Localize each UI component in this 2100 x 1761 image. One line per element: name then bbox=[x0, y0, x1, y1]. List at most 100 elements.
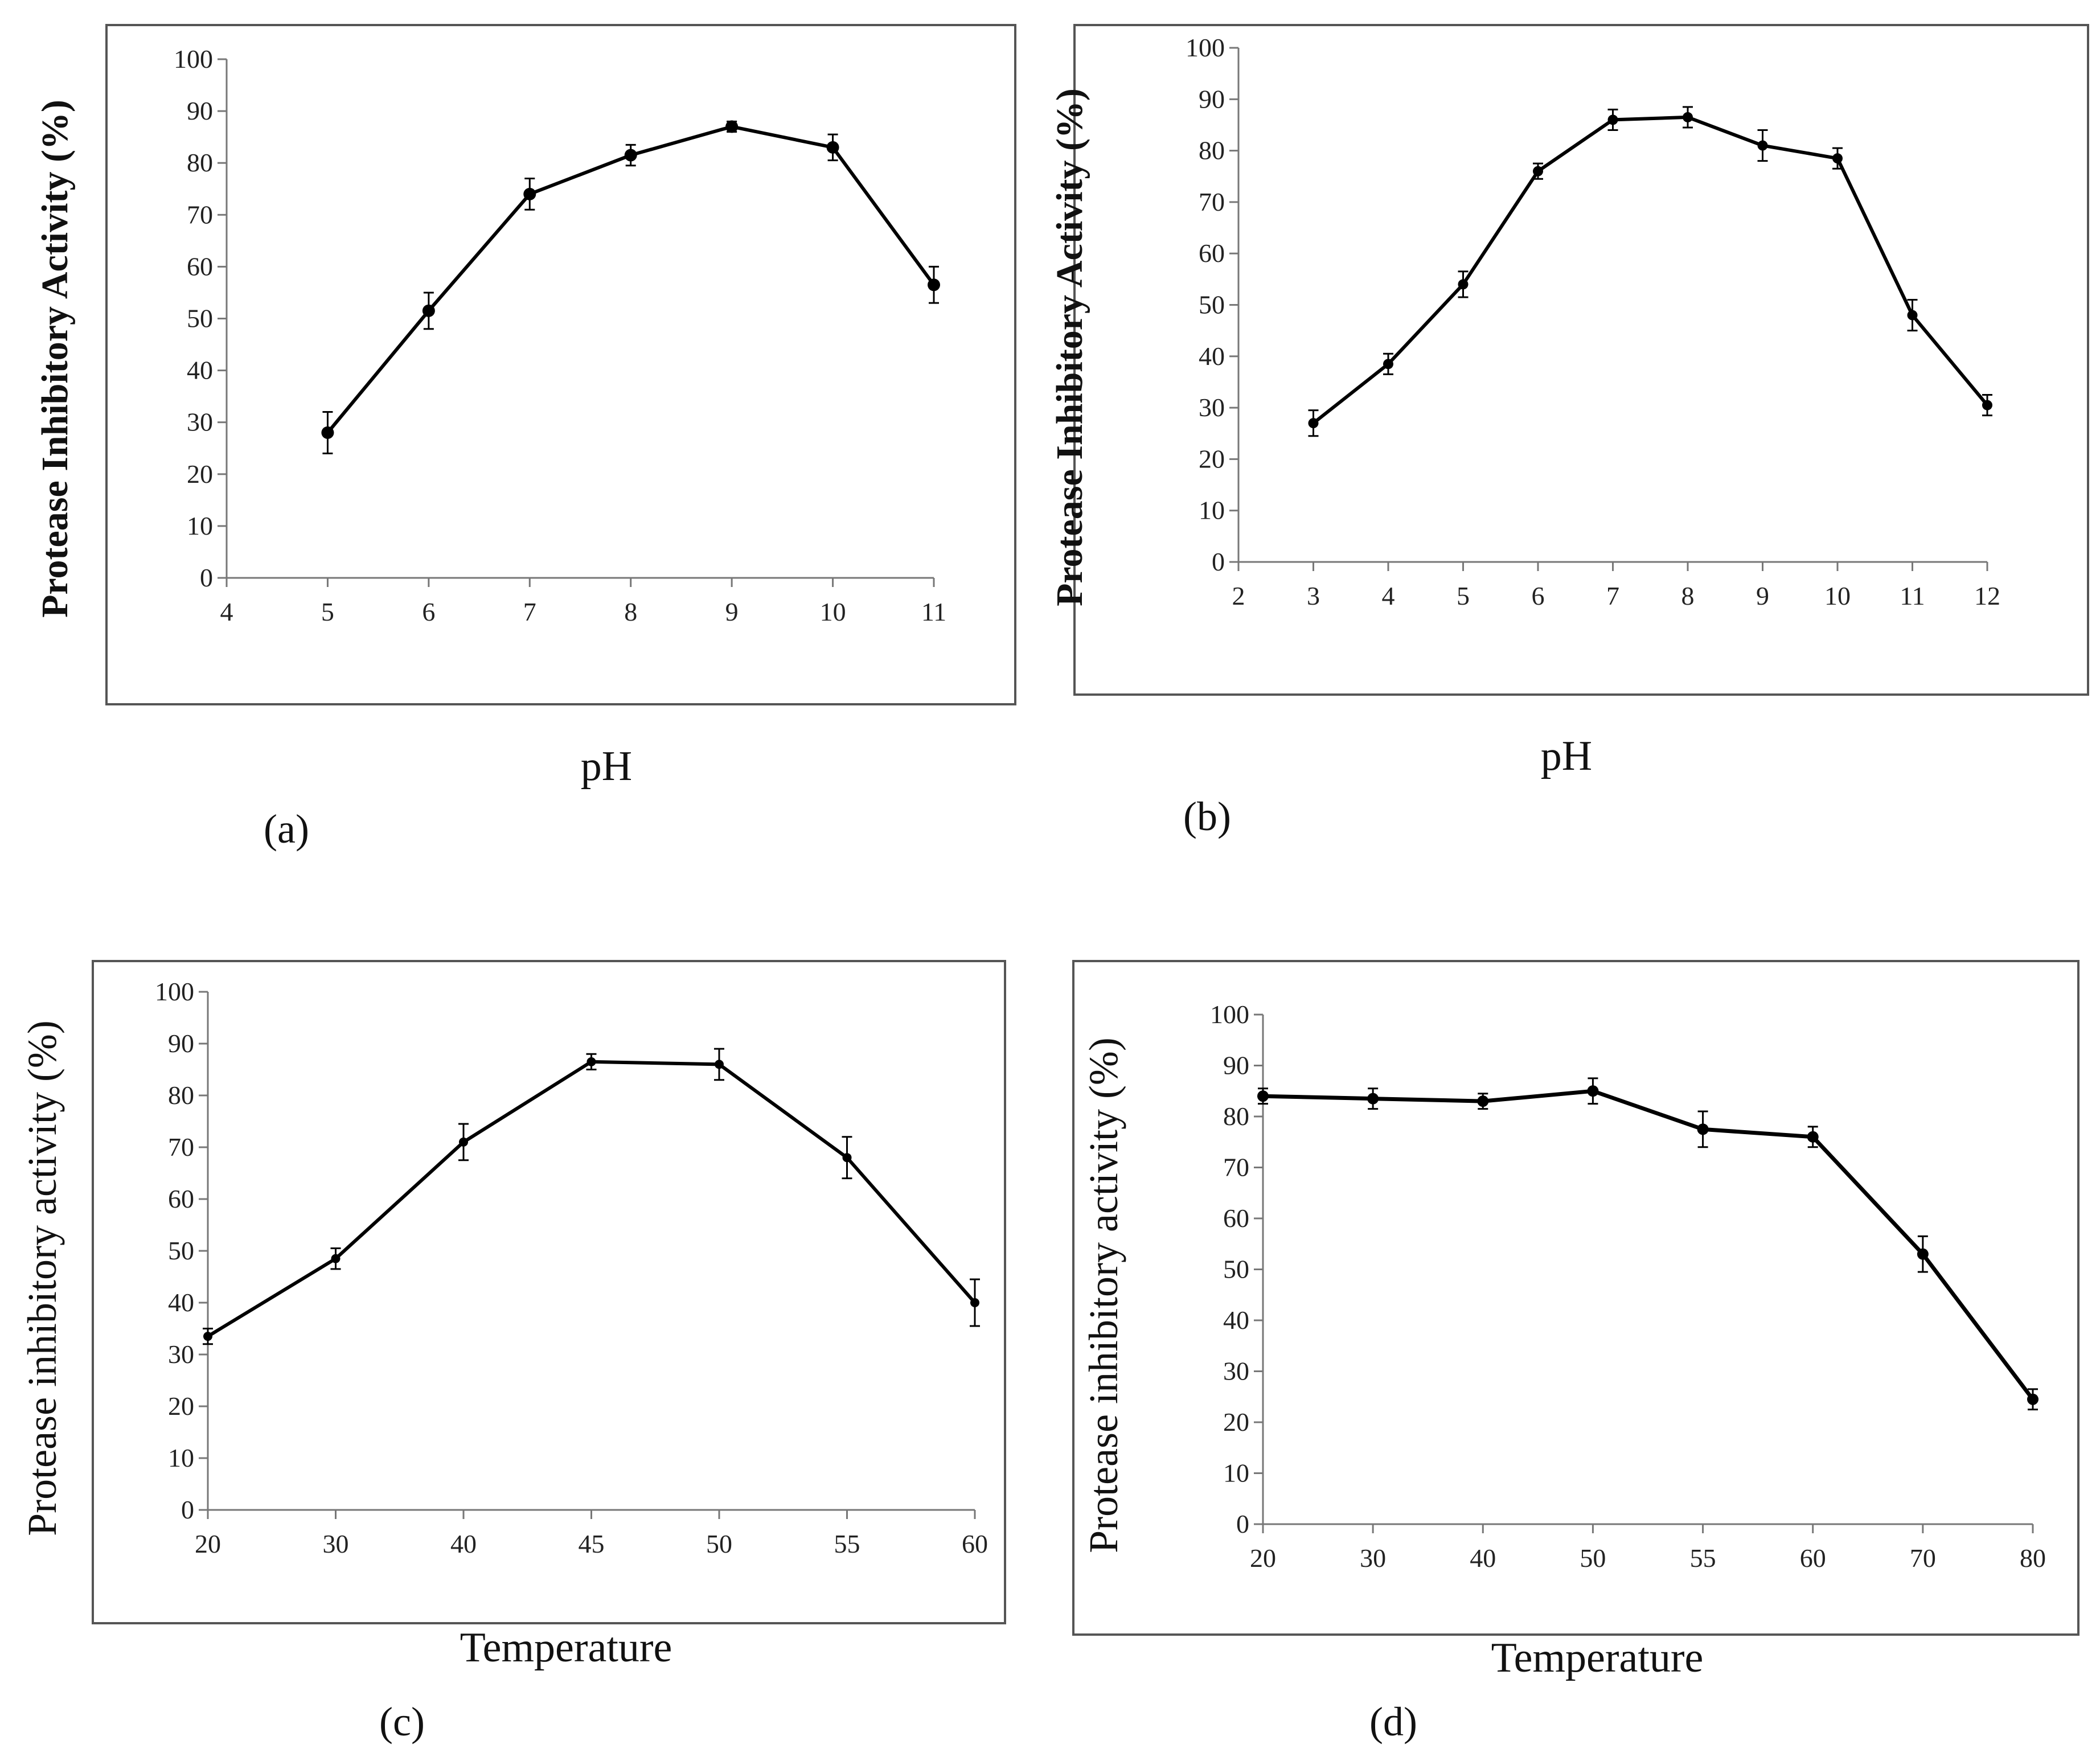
data-point bbox=[624, 149, 637, 162]
panel-label: (c) bbox=[379, 1699, 425, 1744]
series-line bbox=[326, 125, 936, 434]
plot-area: 0 10 20 30 40 50 60 70 80 90 100 4 5 6 7 8 9 10 11 bbox=[174, 44, 946, 626]
chart-frame bbox=[105, 24, 1016, 705]
data-point bbox=[826, 141, 839, 154]
y-tick-label: 100 bbox=[155, 977, 194, 1006]
y-tick-label: 0 bbox=[181, 1495, 194, 1524]
x-tick-label: 6 bbox=[422, 597, 435, 626]
panel-label: (b) bbox=[1183, 794, 1231, 839]
data-point bbox=[715, 1060, 724, 1069]
y-tick-label: 100 bbox=[1210, 1000, 1249, 1029]
y-tick-label: 10 bbox=[168, 1443, 194, 1472]
x-axis-title: pH bbox=[1541, 733, 1592, 779]
y-tick-label: 0 bbox=[1212, 547, 1225, 576]
data-point bbox=[1367, 1093, 1379, 1105]
panel-label: (d) bbox=[1369, 1699, 1417, 1744]
x-tick-label: 50 bbox=[1580, 1544, 1606, 1573]
x-tick-label: 80 bbox=[2020, 1544, 2046, 1573]
chart-panel-b: Protease Inhibitory Activity (%) pH (b) … bbox=[1049, 24, 2089, 839]
data-point bbox=[1982, 400, 1992, 411]
x-tick-label: 20 bbox=[195, 1529, 221, 1558]
y-tick-label: 10 bbox=[187, 511, 213, 540]
data-point bbox=[331, 1254, 341, 1263]
y-tick-label: 50 bbox=[1223, 1255, 1249, 1284]
y-tick-label: 80 bbox=[168, 1081, 194, 1110]
chart-frame bbox=[92, 960, 1006, 1624]
data-point bbox=[1308, 418, 1319, 429]
x-tick-label: 55 bbox=[1690, 1544, 1716, 1573]
data-point bbox=[1607, 114, 1618, 125]
y-tick-label: 30 bbox=[1223, 1357, 1249, 1386]
x-tick-label: 60 bbox=[1800, 1544, 1826, 1573]
y-tick-label: 60 bbox=[168, 1184, 194, 1213]
y-tick-label: 30 bbox=[168, 1340, 194, 1369]
x-tick-label: 11 bbox=[921, 597, 946, 626]
x-tick-label: 10 bbox=[820, 597, 846, 626]
chart-panel-c: Protease inhibitory activity (%) Tempera… bbox=[19, 960, 1006, 1744]
y-tick-label: 50 bbox=[168, 1236, 194, 1265]
y-tick-label: 20 bbox=[168, 1391, 194, 1421]
chart-frame bbox=[1072, 960, 2080, 1636]
y-tick-label: 70 bbox=[1223, 1153, 1249, 1182]
series-line bbox=[1312, 115, 1989, 425]
y-tick-label: 60 bbox=[1199, 239, 1225, 268]
y-tick-label: 30 bbox=[1199, 393, 1225, 422]
y-tick-label: 90 bbox=[168, 1029, 194, 1058]
x-tick-label: 3 bbox=[1307, 581, 1320, 610]
data-point bbox=[1533, 166, 1543, 176]
data-point bbox=[459, 1137, 468, 1147]
y-tick-label: 40 bbox=[187, 356, 213, 385]
series-line bbox=[1262, 1089, 2035, 1401]
data-point bbox=[1907, 310, 1918, 321]
x-tick-label: 70 bbox=[1910, 1544, 1936, 1573]
y-tick-label: 100 bbox=[174, 44, 213, 73]
x-axis-title: pH bbox=[581, 743, 632, 790]
x-tick-label: 2 bbox=[1232, 581, 1245, 610]
data-point bbox=[1757, 140, 1768, 151]
data-point bbox=[1587, 1085, 1599, 1097]
y-tick-label: 10 bbox=[1199, 496, 1225, 525]
data-point bbox=[1697, 1123, 1709, 1135]
x-tick-label: 4 bbox=[1382, 581, 1395, 610]
data-point bbox=[1832, 153, 1843, 164]
x-tick-label: 30 bbox=[1360, 1544, 1386, 1573]
panel-label: (a) bbox=[264, 806, 309, 852]
x-tick-label: 8 bbox=[1681, 581, 1695, 610]
x-tick-label: 9 bbox=[1756, 581, 1769, 610]
y-tick-label: 40 bbox=[1199, 342, 1225, 371]
y-tick-label: 90 bbox=[1223, 1051, 1249, 1080]
y-tick-label: 70 bbox=[187, 200, 213, 229]
y-tick-label: 100 bbox=[1186, 33, 1225, 62]
y-tick-label: 60 bbox=[187, 252, 213, 281]
x-tick-label: 40 bbox=[1470, 1544, 1496, 1573]
x-tick-label: 11 bbox=[1900, 581, 1925, 610]
x-tick-label: 40 bbox=[450, 1529, 477, 1558]
chart-panel-a: Protease Inhibitory Activity (%) pH (a) … bbox=[34, 24, 1016, 852]
y-tick-label: 60 bbox=[1223, 1204, 1249, 1233]
x-tick-label: 30 bbox=[323, 1529, 349, 1558]
x-tick-label: 7 bbox=[1606, 581, 1619, 610]
data-point bbox=[1458, 279, 1469, 290]
x-tick-label: 20 bbox=[1250, 1544, 1276, 1573]
y-tick-label: 0 bbox=[1236, 1509, 1249, 1538]
data-point bbox=[321, 426, 334, 439]
y-tick-label: 70 bbox=[1199, 187, 1225, 216]
y-tick-label: 70 bbox=[168, 1132, 194, 1161]
x-axis-title: Temperature bbox=[1491, 1635, 1704, 1681]
series-line bbox=[207, 1060, 977, 1338]
data-point bbox=[1807, 1131, 1819, 1143]
y-tick-label: 80 bbox=[1199, 136, 1225, 165]
x-tick-label: 50 bbox=[706, 1529, 732, 1558]
data-point bbox=[1683, 112, 1693, 122]
x-tick-label: 10 bbox=[1824, 581, 1851, 610]
x-tick-label: 7 bbox=[523, 597, 536, 626]
data-point bbox=[970, 1298, 979, 1307]
x-tick-label: 55 bbox=[834, 1529, 860, 1558]
data-point bbox=[422, 304, 435, 317]
chart-frame bbox=[1073, 24, 2089, 696]
data-point bbox=[1257, 1090, 1269, 1102]
y-axis-title: Protease Inhibitory Activity (%) bbox=[34, 100, 76, 618]
x-axis-title: Temperature bbox=[460, 1624, 672, 1671]
data-point bbox=[928, 278, 940, 292]
